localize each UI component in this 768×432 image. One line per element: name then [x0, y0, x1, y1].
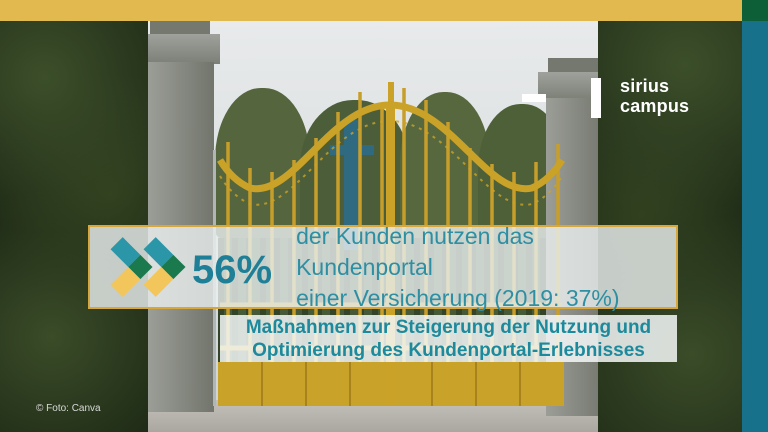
stat-text: der Kunden nutzen das Kundenportal einer…	[296, 221, 676, 314]
stat-line-2: einer Versicherung (2019: 37%)	[296, 284, 620, 311]
photo-credit: © Foto: Canva	[36, 403, 101, 414]
garden-monument	[330, 145, 374, 155]
right-accent-bar	[742, 21, 768, 432]
stone-pillar-left	[150, 20, 210, 36]
logo-dash	[522, 94, 546, 102]
hedge-bush	[400, 92, 490, 240]
stone-pillar-right	[548, 58, 604, 74]
stat-value: 56%	[192, 247, 273, 292]
corner-accent-block	[742, 0, 768, 21]
hedge-right	[598, 0, 742, 432]
double-chevron-right-icon	[110, 237, 186, 297]
logo-word-2: campus	[620, 96, 690, 116]
sirius-campus-logo: sirius campus	[620, 76, 689, 116]
measures-card: Maßnahmen zur Steigerung der Nutzung und…	[220, 315, 677, 362]
logo-word-1: sirius	[620, 76, 670, 96]
stat-line-1: der Kunden nutzen das Kundenportal	[296, 222, 534, 280]
top-accent-bar	[0, 0, 742, 21]
stat-card: 56% der Kunden nutzen das Kundenportal e…	[88, 223, 678, 311]
measures-line-2: Optimierung des Kundenportal-Erlebnisses	[252, 339, 645, 361]
logo-bar	[591, 78, 601, 118]
stone-pillar-left	[140, 34, 220, 64]
measures-line-1: Maßnahmen zur Steigerung der Nutzung und	[245, 316, 652, 338]
hedge-left	[0, 0, 148, 432]
